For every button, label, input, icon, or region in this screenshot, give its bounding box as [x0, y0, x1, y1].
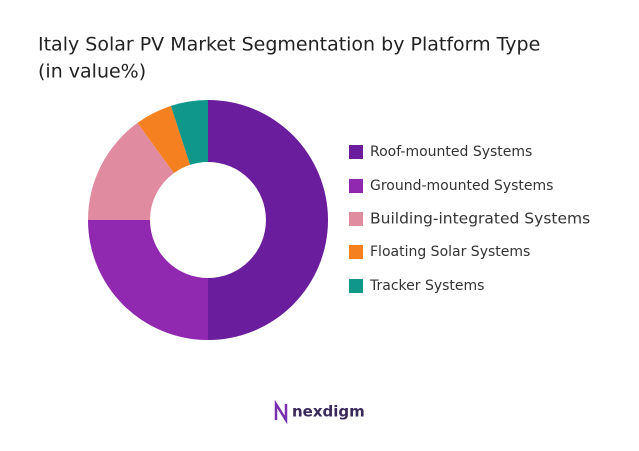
donut-slice: [170, 100, 208, 165]
legend-label: Ground-mounted Systems: [370, 178, 553, 194]
legend-swatch: [349, 279, 363, 293]
legend-swatch: [349, 245, 363, 259]
donut-slice: [88, 220, 208, 340]
donut-slice: [88, 122, 174, 220]
chart-subtitle: (in value%): [38, 61, 146, 83]
legend-swatch: [349, 212, 363, 226]
chart-title: Italy Solar PV Market Segmentation by Pl…: [38, 34, 540, 56]
legend-swatch: [349, 179, 363, 193]
logo-text: nexdigm: [292, 403, 365, 421]
donut-slice: [208, 100, 328, 340]
legend-swatch: [349, 145, 363, 159]
logo: nexdigm: [274, 399, 365, 425]
legend-label: Tracker Systems: [369, 278, 484, 294]
legend-label: Roof-mounted Systems: [370, 144, 532, 160]
legend-label: Building-integrated Systems: [370, 210, 590, 228]
legend-label: Floating Solar Systems: [370, 244, 530, 260]
logo-icon: [274, 399, 288, 425]
donut-slice: [137, 105, 191, 174]
